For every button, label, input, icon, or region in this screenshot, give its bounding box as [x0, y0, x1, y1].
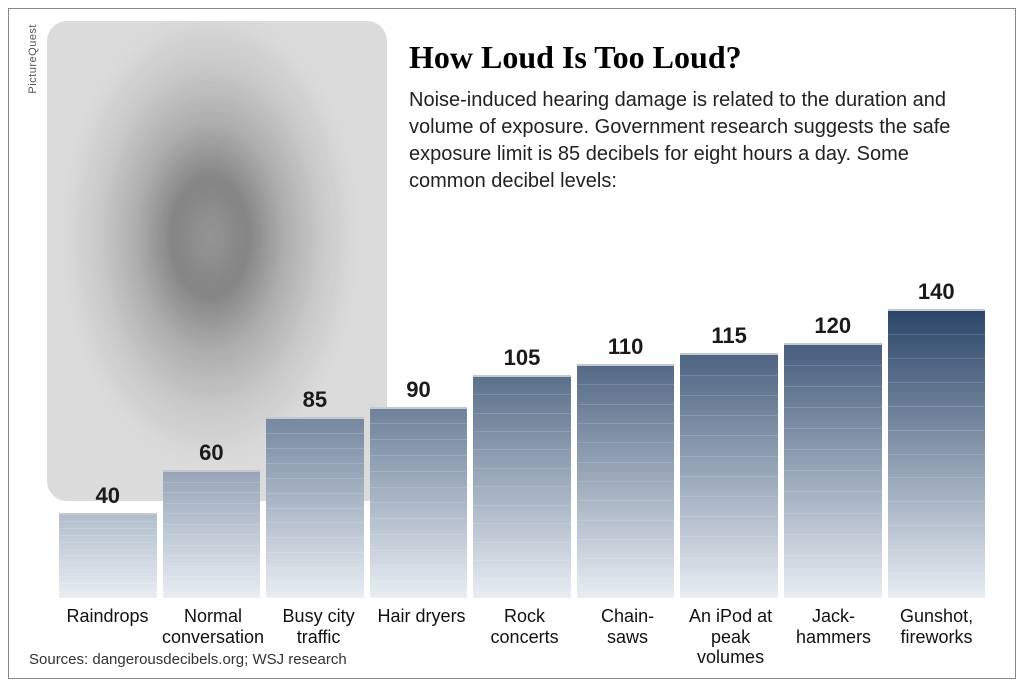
bar-4: 105	[473, 279, 571, 598]
bar-8: 140	[888, 279, 986, 598]
bar-value-label: 90	[406, 377, 430, 403]
x-label-2: Busy city traffic	[270, 600, 367, 658]
bar-rect	[59, 513, 157, 598]
bar-value-label: 105	[504, 345, 541, 371]
bar-value-label: 140	[918, 279, 955, 305]
x-label-4: Rock concerts	[476, 600, 573, 658]
chart-subtitle: Noise-induced hearing damage is related …	[409, 87, 965, 195]
bar-rect	[680, 353, 778, 598]
bar-value-label: 40	[96, 483, 120, 509]
bar-value-label: 120	[814, 313, 851, 339]
infographic-frame: PictureQuest How Loud Is Too Loud? Noise…	[8, 8, 1016, 679]
bar-rect	[888, 309, 986, 598]
bar-rect	[577, 364, 675, 598]
bar-7: 120	[784, 279, 882, 598]
x-axis-labels: RaindropsNormal conversationBusy city tr…	[59, 600, 985, 658]
x-label-6: An iPod at peak volumes	[682, 600, 779, 658]
bar-2: 85	[266, 279, 364, 598]
bar-3: 90	[370, 279, 468, 598]
bar-value-label: 85	[303, 387, 327, 413]
bar-value-label: 110	[608, 334, 644, 360]
x-label-1: Normal conversation	[162, 600, 264, 658]
x-label-3: Hair dryers	[373, 600, 470, 658]
bar-rect	[266, 417, 364, 598]
bar-rect	[784, 343, 882, 598]
bar-6: 115	[680, 279, 778, 598]
x-label-8: Gunshot, fireworks	[888, 600, 985, 658]
bar-1: 60	[163, 279, 261, 598]
bar-value-label: 115	[711, 323, 747, 349]
bar-chart: 40 60 85 90 105 110 115 120 140	[59, 279, 985, 598]
bar-5: 110	[577, 279, 675, 598]
x-label-5: Chain- saws	[579, 600, 676, 658]
x-label-7: Jack- hammers	[785, 600, 882, 658]
bar-value-label: 60	[199, 440, 223, 466]
image-credit: PictureQuest	[27, 24, 39, 94]
sources-text: Sources: dangerousdecibels.org; WSJ rese…	[29, 651, 347, 668]
chart-title: How Loud Is Too Loud?	[409, 39, 985, 76]
bar-rect	[473, 375, 571, 598]
x-label-0: Raindrops	[59, 600, 156, 658]
bar-0: 40	[59, 279, 157, 598]
bar-rect	[370, 407, 468, 598]
bar-rect	[163, 470, 261, 598]
